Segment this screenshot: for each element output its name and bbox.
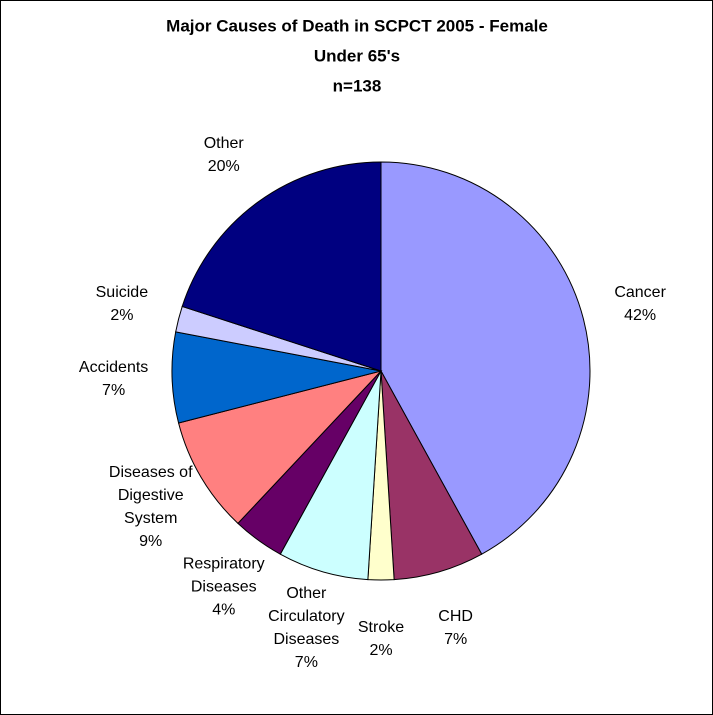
- value-label: 4%: [212, 601, 236, 619]
- slice-label: CHD 7%: [406, 605, 506, 651]
- slice-label: Diseases of Digestive System 9%: [101, 461, 201, 553]
- value-label: 20%: [207, 157, 240, 175]
- chart-title: n=138: [333, 76, 382, 95]
- category-name: Accidents: [78, 359, 149, 377]
- category-name: Other Circulatory Diseases: [268, 584, 345, 648]
- category-name: Diseases of Digestive System: [108, 464, 193, 528]
- category-name: CHD: [438, 607, 473, 625]
- value-label: 7%: [444, 630, 468, 648]
- slice-label: Respiratory Diseases 4%: [174, 553, 274, 622]
- value-label: 2%: [110, 307, 134, 325]
- value-label: 42%: [624, 307, 657, 325]
- category-name: Other: [203, 134, 244, 152]
- slice-label: Suicide 2%: [72, 281, 172, 327]
- chart-title: Major Causes of Death in SCPCT 2005 - Fe…: [166, 16, 548, 35]
- pie-slice: [380, 161, 591, 555]
- pie-slice: [181, 161, 382, 372]
- value-label: 9%: [139, 533, 163, 551]
- slice-label: Accidents 7%: [64, 356, 164, 402]
- chart-title: Under 65's: [314, 46, 400, 65]
- slice-label: Stroke 2%: [331, 616, 431, 662]
- slice-label: Other 20%: [174, 132, 274, 178]
- category-name: Cancer: [614, 284, 666, 302]
- value-label: 7%: [294, 653, 318, 671]
- pie-slice: [177, 370, 383, 525]
- category-name: Suicide: [95, 284, 149, 302]
- slice-label: Cancer 42%: [590, 281, 690, 327]
- slice-label: Other Circulatory Diseases 7%: [256, 582, 356, 674]
- category-name: Respiratory Diseases: [182, 555, 265, 596]
- value-label: 7%: [102, 382, 126, 400]
- category-name: Stroke: [357, 618, 405, 636]
- value-label: 2%: [369, 641, 393, 659]
